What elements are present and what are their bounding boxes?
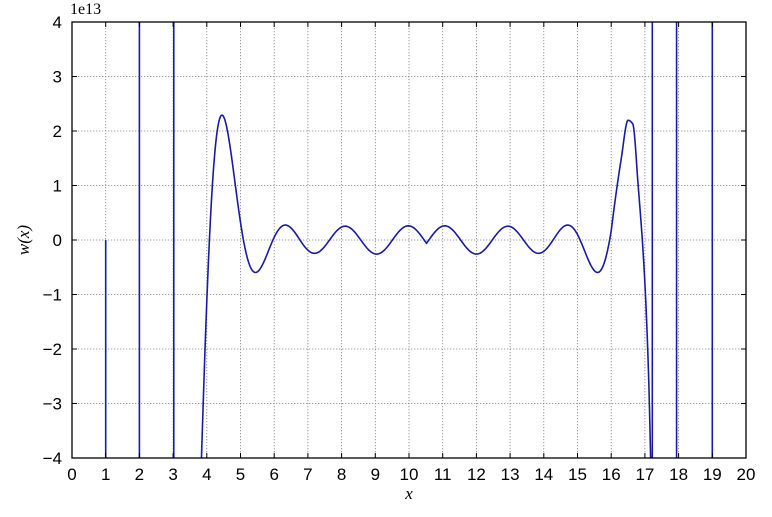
svg-text:2: 2 [53, 122, 62, 141]
svg-text:9: 9 [371, 465, 380, 484]
svg-text:−2: −2 [43, 340, 62, 359]
svg-text:10: 10 [400, 465, 419, 484]
svg-text:7: 7 [303, 465, 312, 484]
svg-text:5: 5 [236, 465, 245, 484]
svg-text:1e13: 1e13 [70, 1, 101, 18]
svg-text:−4: −4 [43, 449, 62, 468]
svg-text:20: 20 [737, 465, 756, 484]
svg-text:17: 17 [635, 465, 654, 484]
svg-text:14: 14 [534, 465, 553, 484]
svg-text:−1: −1 [43, 286, 62, 305]
svg-text:4: 4 [202, 465, 211, 484]
svg-text:19: 19 [703, 465, 722, 484]
svg-text:6: 6 [269, 465, 278, 484]
svg-text:11: 11 [434, 465, 452, 484]
svg-text:−3: −3 [43, 395, 62, 414]
svg-text:16: 16 [602, 465, 621, 484]
svg-text:8: 8 [337, 465, 346, 484]
svg-text:1: 1 [101, 465, 110, 484]
svg-text:12: 12 [467, 465, 486, 484]
svg-text:18: 18 [669, 465, 688, 484]
svg-text:3: 3 [53, 68, 62, 87]
svg-text:2: 2 [135, 465, 144, 484]
svg-text:15: 15 [568, 465, 587, 484]
svg-text:4: 4 [53, 13, 62, 32]
svg-text:3: 3 [168, 465, 177, 484]
svg-text:1: 1 [53, 177, 62, 196]
svg-text:0: 0 [67, 465, 76, 484]
svg-text:13: 13 [501, 465, 520, 484]
